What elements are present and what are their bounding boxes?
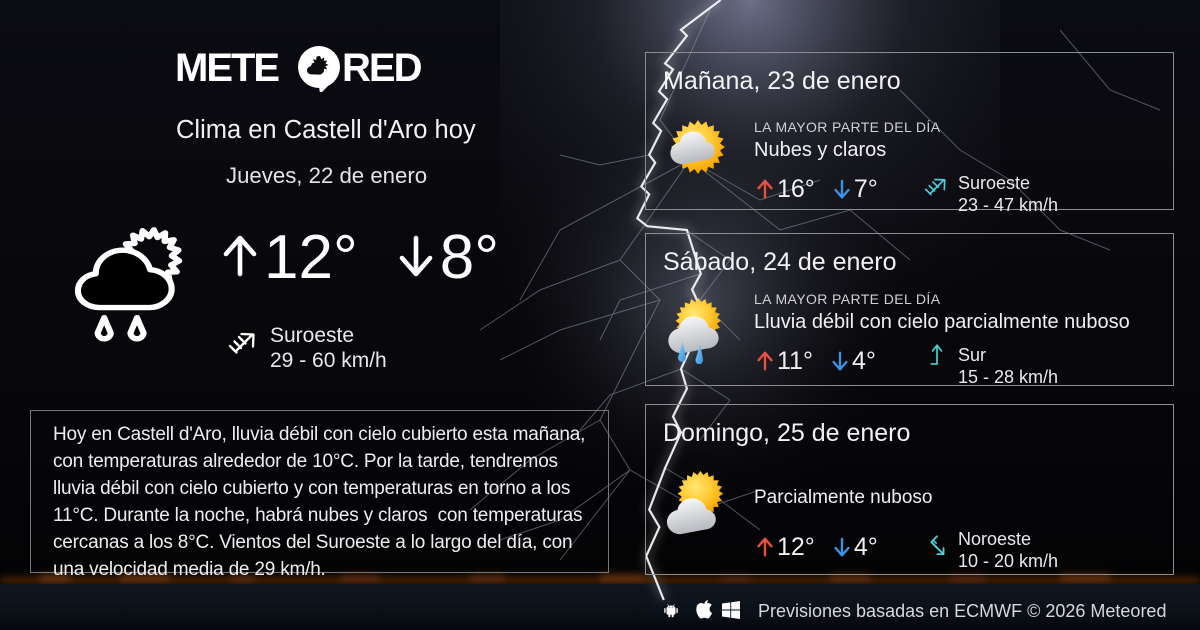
svg-text:METE: METE [175,46,279,90]
svg-text:RED: RED [342,46,422,90]
